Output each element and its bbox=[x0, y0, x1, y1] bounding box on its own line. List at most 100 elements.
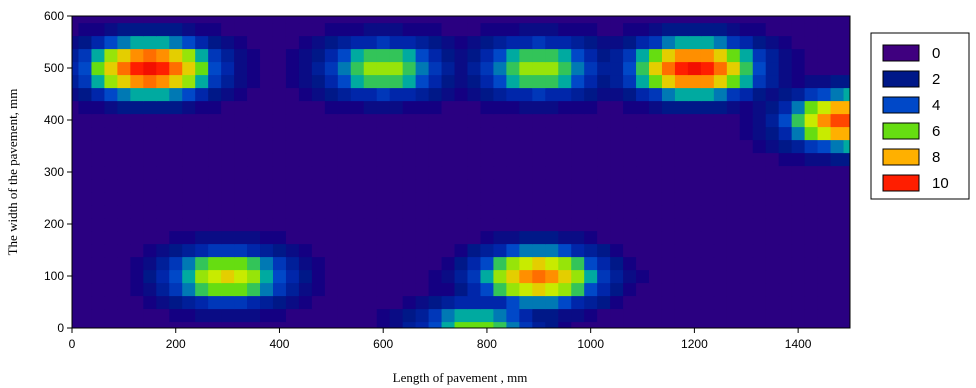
contour-cell bbox=[415, 100, 430, 115]
contour-cell bbox=[78, 243, 93, 258]
contour-cell bbox=[532, 16, 546, 24]
contour-cell bbox=[545, 269, 559, 284]
contour-cell bbox=[804, 61, 819, 76]
contour-cell bbox=[247, 74, 261, 89]
contour-cell bbox=[480, 308, 495, 323]
contour-cell bbox=[91, 74, 106, 89]
contour-cell bbox=[726, 48, 741, 63]
contour-cell bbox=[324, 16, 339, 24]
contour-cell bbox=[765, 204, 780, 219]
contour-cell bbox=[661, 87, 676, 102]
contour-cell bbox=[428, 204, 443, 219]
contour-cell bbox=[156, 230, 170, 245]
contour-cell bbox=[324, 230, 339, 245]
contour-cell bbox=[739, 321, 754, 328]
contour-cell bbox=[117, 48, 131, 63]
contour-cell bbox=[804, 74, 819, 89]
contour-cell bbox=[649, 126, 663, 141]
contour-cell bbox=[104, 308, 118, 323]
x-tick-label: 0 bbox=[69, 337, 76, 351]
contour-cell bbox=[506, 191, 520, 206]
contour-cell bbox=[389, 191, 404, 206]
contour-cell bbox=[234, 321, 248, 328]
contour-cell bbox=[791, 165, 806, 180]
contour-cell bbox=[649, 87, 663, 102]
contour-cell bbox=[91, 191, 106, 206]
contour-cell bbox=[169, 126, 183, 141]
contour-cell bbox=[311, 243, 326, 258]
contour-cell bbox=[636, 321, 650, 328]
contour-cell bbox=[804, 126, 819, 141]
contour-cell bbox=[454, 295, 469, 310]
contour-cell bbox=[713, 48, 728, 63]
contour-cell bbox=[195, 217, 209, 232]
contour-cell bbox=[389, 282, 404, 297]
contour-cell bbox=[130, 87, 144, 102]
contour-cell bbox=[208, 217, 222, 232]
contour-cell bbox=[350, 100, 365, 115]
contour-cell bbox=[402, 35, 417, 50]
contour-cell bbox=[700, 230, 715, 245]
contour-cell bbox=[389, 165, 404, 180]
contour-cell bbox=[285, 230, 300, 245]
contour-cell bbox=[182, 217, 196, 232]
contour-cell bbox=[272, 256, 287, 271]
contour-cell bbox=[791, 61, 806, 76]
contour-cell bbox=[804, 178, 819, 193]
contour-cell bbox=[765, 152, 780, 167]
contour-cell bbox=[623, 87, 637, 102]
contour-cell bbox=[752, 113, 767, 128]
contour-cell bbox=[428, 48, 443, 63]
contour-cell bbox=[363, 217, 378, 232]
contour-cell bbox=[830, 126, 845, 141]
contour-cell bbox=[687, 16, 702, 24]
contour-cell bbox=[454, 100, 469, 115]
contour-cell bbox=[739, 16, 754, 24]
contour-cell bbox=[765, 100, 780, 115]
contour-cell bbox=[298, 48, 313, 63]
contour-cell bbox=[72, 243, 80, 258]
contour-cell bbox=[571, 22, 585, 37]
contour-cell bbox=[428, 35, 443, 50]
contour-cell bbox=[441, 178, 456, 193]
contour-cell bbox=[208, 191, 222, 206]
contour-cell bbox=[169, 61, 183, 76]
contour-cell bbox=[817, 308, 832, 323]
contour-cell bbox=[804, 165, 819, 180]
contour-cell bbox=[765, 139, 780, 154]
contour-cell bbox=[843, 165, 850, 180]
contour-cell bbox=[247, 269, 261, 284]
contour-cell bbox=[843, 256, 850, 271]
contour-cell bbox=[260, 204, 274, 219]
contour-cell bbox=[389, 308, 404, 323]
contour-cell bbox=[623, 178, 637, 193]
contour-cell bbox=[584, 308, 598, 323]
contour-cell bbox=[726, 87, 741, 102]
contour-cell bbox=[208, 308, 222, 323]
contour-cell bbox=[636, 295, 650, 310]
contour-cell bbox=[636, 61, 650, 76]
contour-cell bbox=[752, 35, 767, 50]
contour-cell bbox=[636, 113, 650, 128]
contour-cell bbox=[389, 256, 404, 271]
contour-cell bbox=[687, 204, 702, 219]
contour-cell bbox=[272, 22, 287, 37]
contour-cell bbox=[247, 243, 261, 258]
contour-cell bbox=[441, 48, 456, 63]
contour-cell bbox=[72, 217, 80, 232]
contour-cell bbox=[78, 16, 93, 24]
contour-cell bbox=[402, 48, 417, 63]
contour-cell bbox=[700, 269, 715, 284]
contour-cell bbox=[674, 191, 689, 206]
contour-cell bbox=[78, 100, 93, 115]
contour-cell bbox=[78, 269, 93, 284]
contour-cell bbox=[156, 22, 170, 37]
contour-cell bbox=[376, 217, 391, 232]
contour-cell bbox=[700, 22, 715, 37]
contour-cell bbox=[195, 282, 209, 297]
contour-cell bbox=[104, 269, 118, 284]
contour-cell bbox=[636, 217, 650, 232]
contour-cell bbox=[117, 87, 131, 102]
contour-cell bbox=[402, 74, 417, 89]
